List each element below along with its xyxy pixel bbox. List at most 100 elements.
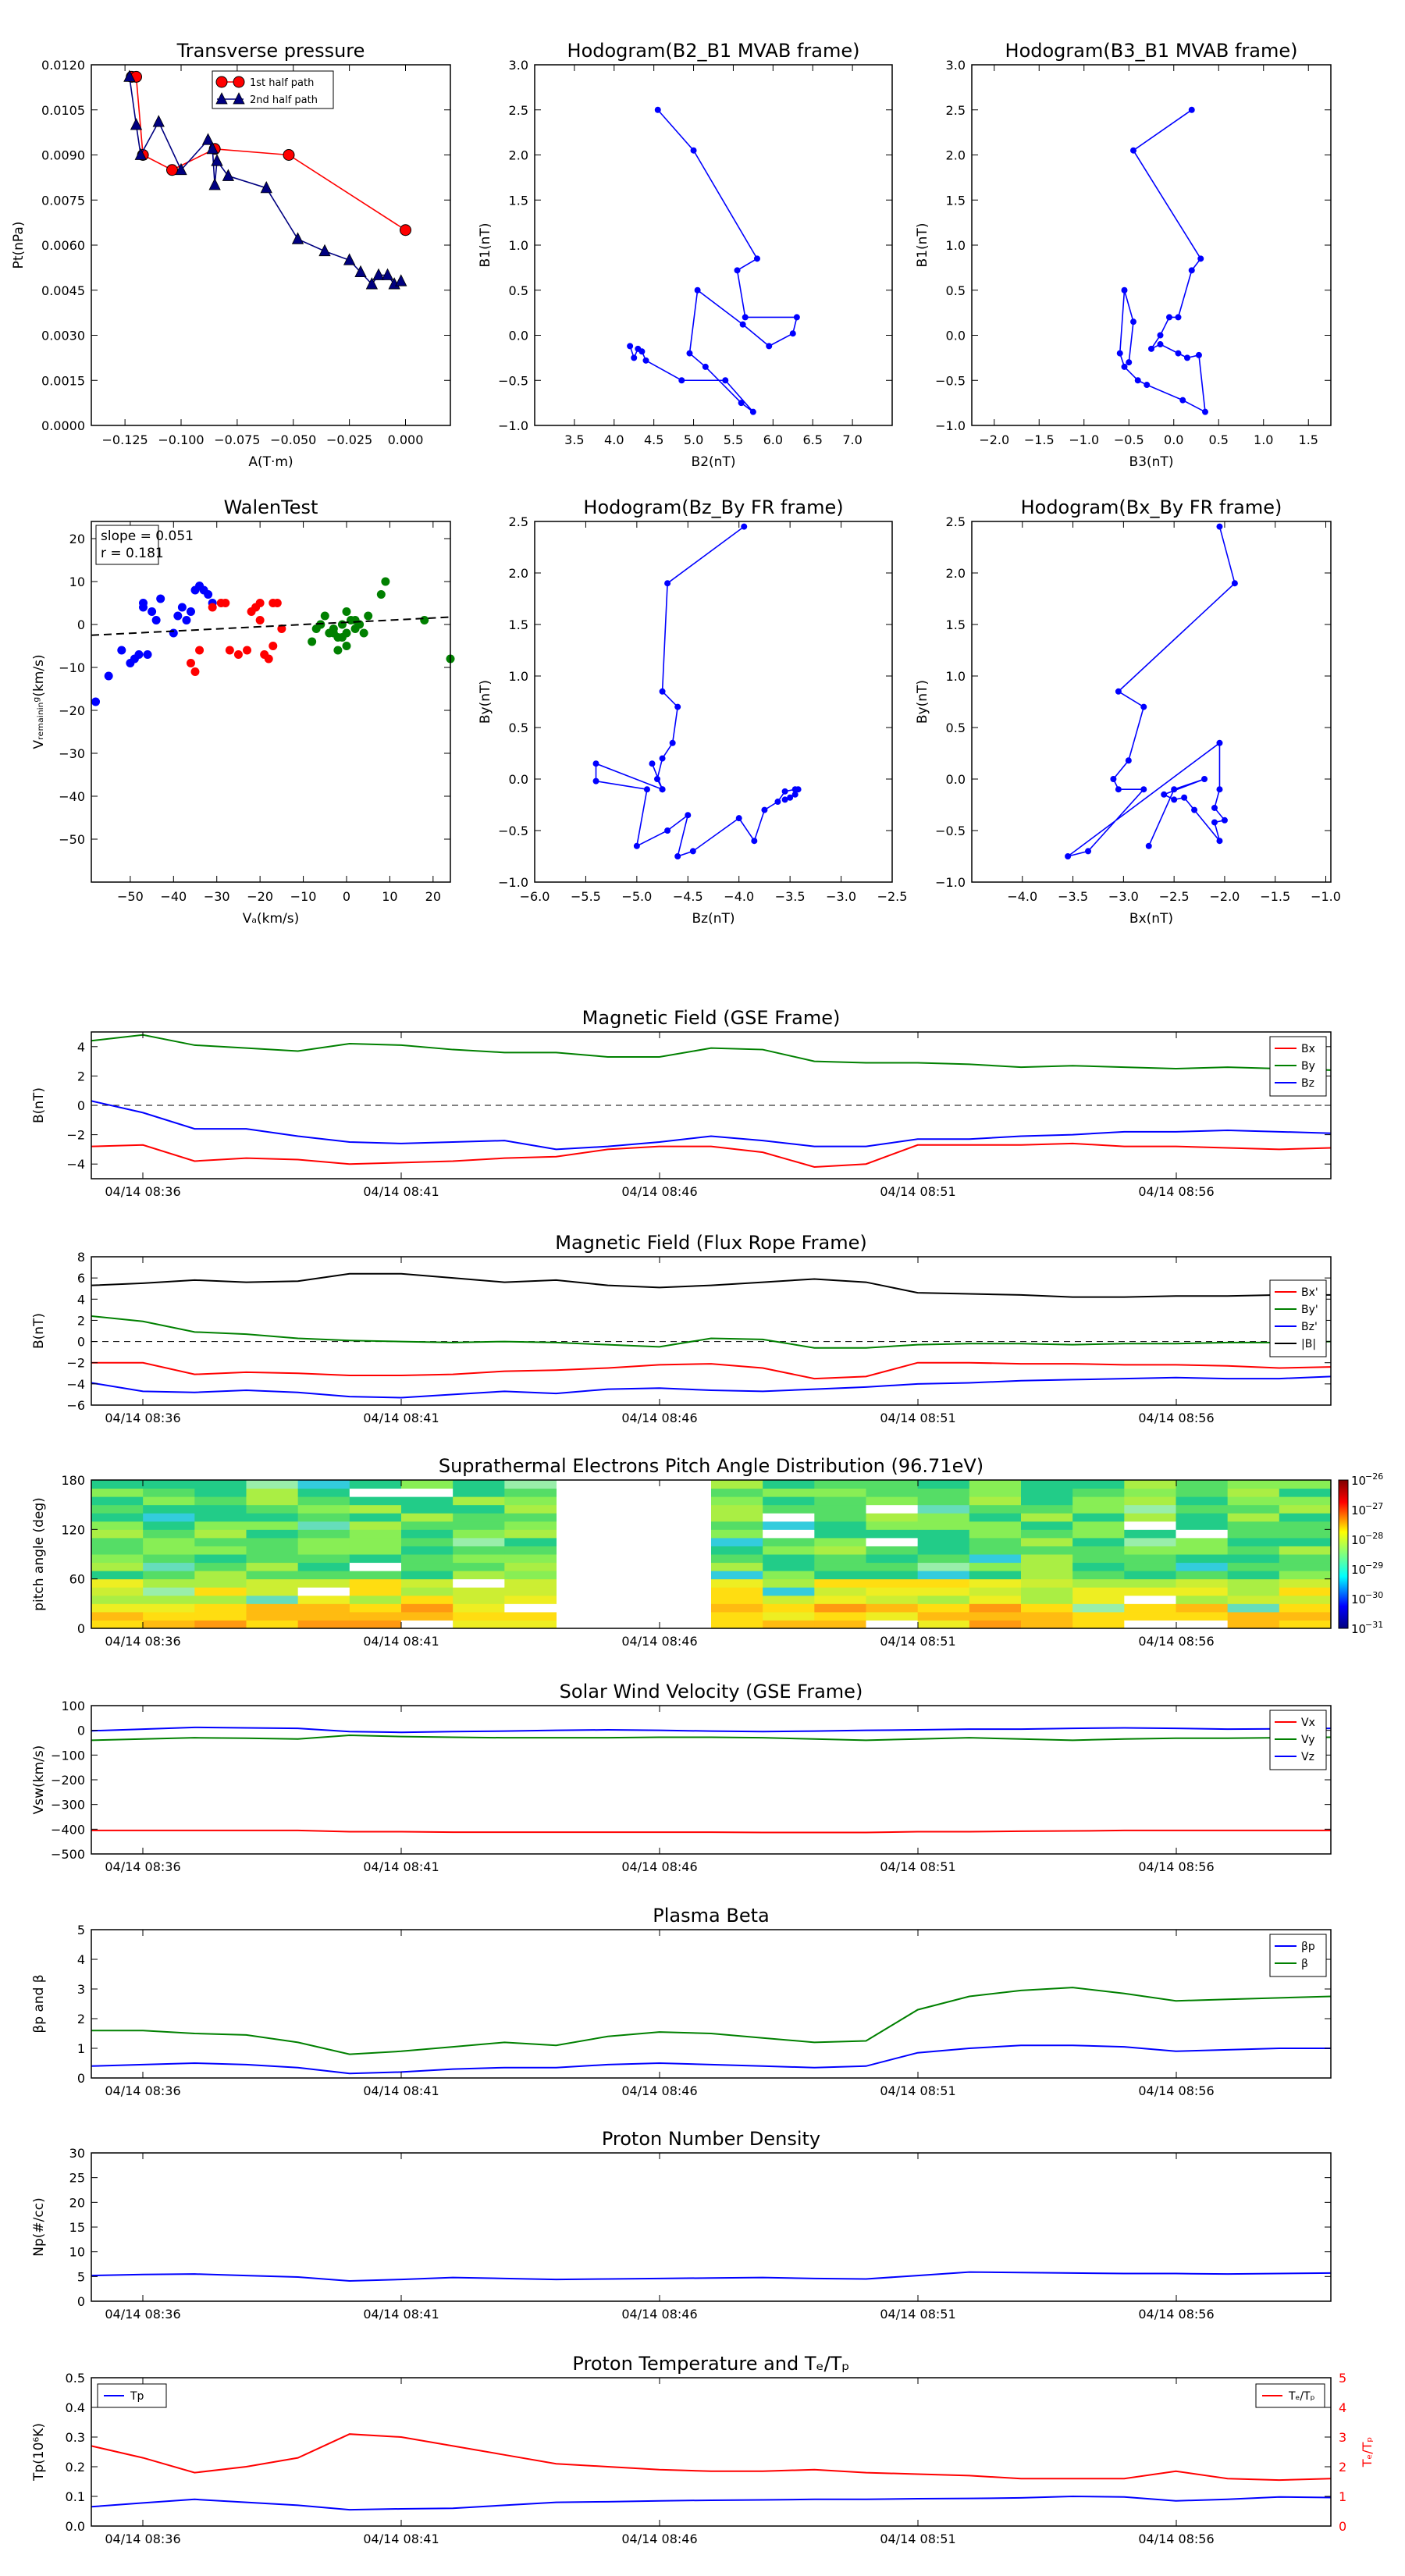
heatmap-cell — [349, 1546, 402, 1555]
series-vx — [91, 1829, 1331, 1834]
colorbar-bar — [1338, 1479, 1349, 1629]
y-tick-label: −4 — [66, 1377, 85, 1392]
heatmap-cell — [711, 1496, 763, 1506]
heatmap-cell — [763, 1546, 815, 1555]
heatmap-cell — [1072, 1537, 1125, 1546]
data-point — [381, 268, 394, 280]
heatmap-cell — [91, 1496, 144, 1506]
x-tick-label: 04/14 08:36 — [105, 1634, 180, 1649]
heatmap-cell — [763, 1521, 815, 1530]
data-point — [1085, 848, 1092, 855]
x-tick-label: −1.5 — [1024, 432, 1055, 447]
y-axis-label: B(nT) — [31, 1087, 47, 1123]
heatmap-cell — [763, 1554, 815, 1564]
series-by- — [91, 1315, 1332, 1349]
heatmap-cell — [91, 1529, 144, 1539]
heatmap-cell — [1176, 1611, 1229, 1621]
y-tick-label: 2.0 — [509, 148, 528, 163]
heatmap-cell — [194, 1488, 247, 1497]
colorbar-tick-label: 10 — [1351, 1503, 1366, 1517]
legend-label: Bz' — [1301, 1321, 1318, 1333]
heatmap-cell — [246, 1521, 299, 1530]
data-point — [1140, 703, 1147, 710]
heatmap-cell — [246, 1513, 299, 1522]
plot-frame — [91, 1479, 1332, 1629]
heatmap-cell — [143, 1513, 195, 1522]
heatmap-cell — [711, 1513, 763, 1522]
data-point — [201, 133, 215, 145]
data-point — [741, 523, 748, 530]
heatmap-cell — [711, 1537, 763, 1546]
data-point — [781, 796, 788, 803]
y-tick-label: 0.0015 — [41, 373, 85, 388]
colorbar-tick-exponent: −27 — [1365, 1501, 1383, 1511]
heatmap-cell — [349, 1504, 402, 1514]
x-axis-label: Bz(nT) — [692, 911, 735, 927]
y-tick-label: 1.0 — [946, 669, 966, 684]
heatmap-cell — [1279, 1546, 1332, 1555]
legend-marker — [215, 92, 228, 105]
scatter-point — [243, 646, 252, 655]
heatmap-cell — [504, 1480, 557, 1489]
heatmap-cell — [1124, 1554, 1176, 1564]
heatmap-cell — [504, 1504, 557, 1514]
heatmap-cell — [194, 1546, 247, 1555]
legend-label: Bz — [1301, 1077, 1314, 1090]
colorbar-tick-exponent: −29 — [1365, 1560, 1383, 1571]
heatmap-cell — [1072, 1496, 1125, 1506]
heatmap-cell — [763, 1480, 815, 1489]
heatmap-cell — [1124, 1620, 1176, 1629]
heatmap-cell — [91, 1546, 144, 1555]
heatmap-cell — [917, 1587, 970, 1596]
scatter-point — [91, 697, 101, 706]
y-tick-label: 60 — [69, 1572, 85, 1587]
data-point — [654, 106, 661, 113]
heatmap-cell — [246, 1488, 299, 1497]
y-right-tick-label: 3 — [1339, 2430, 1346, 2445]
heatmap-cell — [1227, 1496, 1280, 1506]
data-point — [735, 815, 742, 822]
data-point — [1116, 350, 1123, 357]
y-tick-label: −4 — [66, 1157, 85, 1172]
data-point — [1140, 786, 1147, 793]
heatmap-cell — [1072, 1480, 1125, 1489]
heatmap-cell — [91, 1504, 144, 1514]
heatmap-cell — [1072, 1504, 1125, 1514]
data-point — [795, 786, 802, 793]
scatter-point — [139, 603, 148, 612]
data-point — [791, 791, 799, 798]
data-point — [643, 786, 650, 793]
plot-background — [972, 65, 1331, 425]
heatmap-cell — [453, 1496, 505, 1506]
heatmap-cell — [1227, 1513, 1280, 1522]
y-axis-label: Pt(nPa) — [11, 222, 27, 269]
data-point — [664, 827, 671, 834]
heatmap-cell — [194, 1496, 247, 1506]
heatmap-cell — [1124, 1521, 1176, 1530]
scatter-point — [186, 607, 195, 616]
heatmap-cell — [969, 1595, 1022, 1604]
heatmap-cell — [143, 1529, 195, 1539]
annotation-text: slope = 0.051 — [101, 528, 194, 544]
data-point — [659, 688, 666, 695]
scatter-point — [364, 611, 373, 621]
heatmap-cell — [246, 1529, 299, 1539]
heatmap-cell — [401, 1546, 454, 1555]
heatmap-cell — [143, 1587, 195, 1596]
heatmap-cell — [504, 1571, 557, 1580]
heatmap-cell — [1176, 1504, 1229, 1514]
colorbar-tick-exponent: −30 — [1365, 1590, 1383, 1600]
colorbar-tick-label: 10 — [1351, 1474, 1366, 1488]
y-tick-label: −2 — [66, 1128, 85, 1143]
heatmap-cell — [969, 1504, 1022, 1514]
heatmap-cell — [453, 1595, 505, 1604]
scatter-point — [264, 654, 273, 664]
legend-label: Vy — [1301, 1734, 1315, 1746]
heatmap-cell — [866, 1603, 919, 1613]
data-point — [635, 345, 642, 352]
data-point — [130, 118, 143, 130]
y-tick-label: 3.0 — [946, 58, 966, 73]
x-tick-label: 04/14 08:56 — [1138, 2532, 1214, 2546]
heatmap-cell — [1279, 1562, 1332, 1571]
y-axis-label: pitch angle (deg) — [31, 1497, 47, 1611]
